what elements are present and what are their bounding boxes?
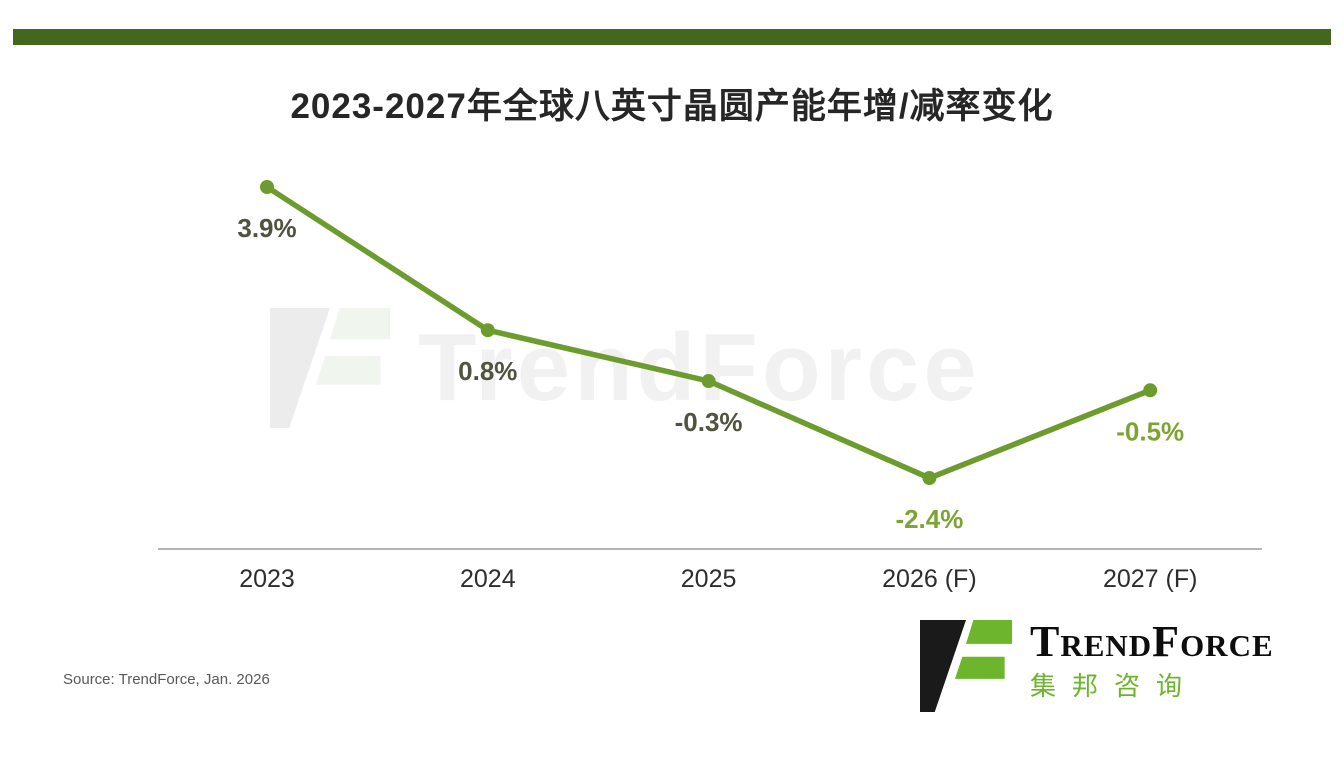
- data-point-2026 (F): [922, 471, 937, 486]
- data-point-2025: [701, 374, 716, 389]
- value-label-2027 (F): -0.5%: [1116, 416, 1184, 446]
- brand-chinese-name: 集邦咨询: [1030, 671, 1199, 701]
- top-accent-bar: [13, 29, 1331, 45]
- value-label-2024: 0.8%: [458, 356, 517, 386]
- source-note: Source: TrendForce, Jan. 2026: [63, 671, 270, 688]
- data-point-2027 (F): [1143, 383, 1158, 398]
- x-axis-label-2023: 2023: [239, 565, 295, 593]
- x-axis-label-2027 (F): 2027 (F): [1103, 565, 1197, 593]
- value-label-2026 (F): -2.4%: [895, 504, 963, 534]
- brand-block: TrendForce 集邦咨询: [920, 620, 1274, 712]
- data-point-2023: [260, 180, 274, 194]
- data-point-2024: [480, 323, 495, 338]
- x-axis-label-2025: 2025: [681, 565, 737, 593]
- chart-title: 2023-2027年全球八英寸晶圆产能年增/减率变化: [290, 87, 1054, 126]
- value-label-2025: -0.3%: [675, 407, 743, 437]
- value-label-2023: 3.9%: [237, 213, 296, 243]
- x-axis-label-2026 (F): 2026 (F): [882, 565, 976, 593]
- brand-wordmark: TrendForce: [1030, 617, 1274, 666]
- brand-text: TrendForce 集邦咨询: [1030, 620, 1274, 701]
- x-axis-label-2024: 2024: [460, 565, 516, 593]
- trendforce-logo-icon: [920, 620, 1012, 712]
